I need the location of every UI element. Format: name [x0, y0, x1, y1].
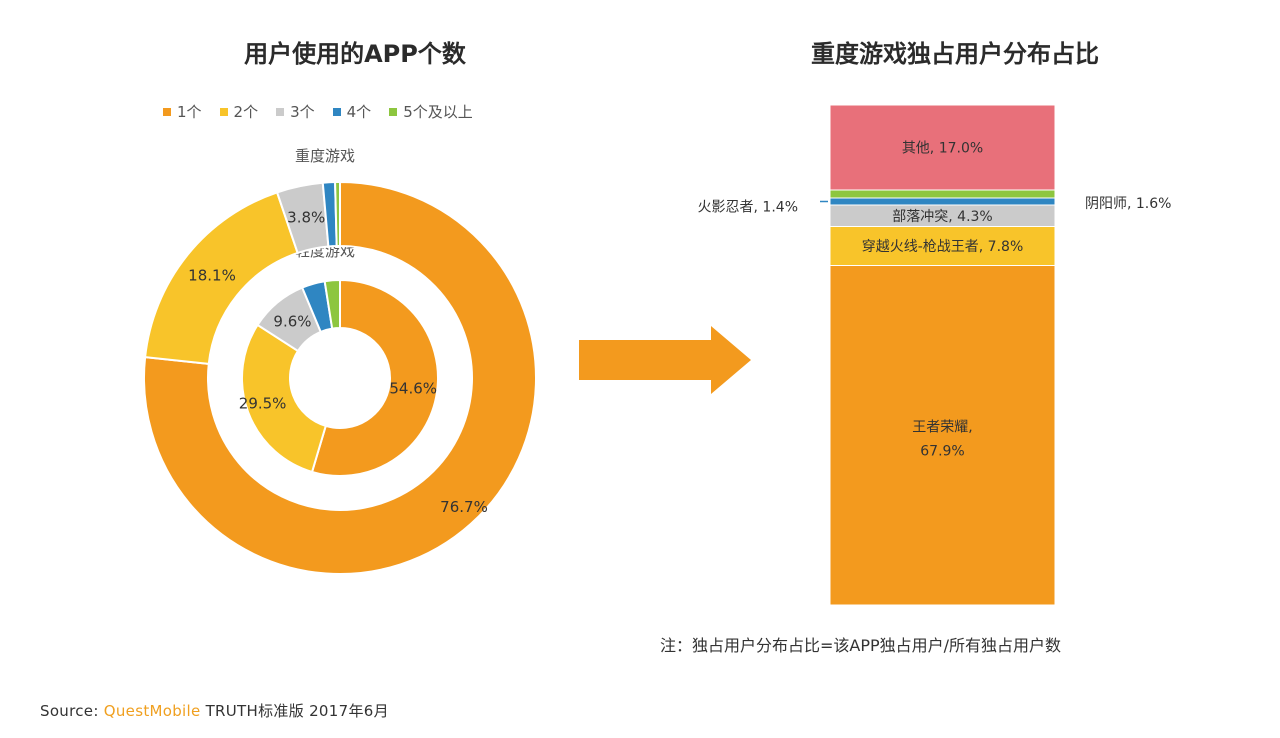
bar-segment [829, 197, 1056, 206]
stacked-bar-chart: 王者荣耀, 67.9% 穿越火线-枪战王者, 7.8% 部落冲突, 4.3% 火影忍者,… [698, 104, 1171, 606]
legend-label: 1个 [177, 103, 202, 121]
legend-label: 4个 [346, 103, 372, 121]
inner-ring-slice [310, 278, 439, 477]
bar-segment-callout-label: 火影忍者, 1.4% [698, 200, 798, 216]
legend-label: 5个及以上 [403, 103, 473, 121]
right-chart-title: 重度游戏独占用户分布占比 [811, 40, 1099, 68]
legend-swatch [276, 107, 285, 116]
outer-ring-slice [334, 180, 341, 248]
legend-swatch [163, 107, 171, 116]
legend-swatch [332, 107, 341, 116]
legend-item: 5个及以上 [389, 101, 473, 122]
legend: 1个 2个 3个 4个 5个及以上 [163, 101, 473, 122]
outer-ring-slice [143, 180, 537, 575]
legend-label: 3个 [290, 103, 315, 121]
bar-segment [829, 189, 1056, 199]
legend-swatch [389, 107, 398, 116]
legend-swatch [219, 107, 228, 116]
inner-ring-slice [241, 323, 327, 474]
bar-segment-value-label: 67.9% [920, 443, 964, 459]
outer-ring-value-label: 76.7% [440, 498, 488, 516]
source-rest: TRUTH标准版 2017年6月 [205, 702, 389, 720]
inner-ring-slice [323, 278, 341, 330]
legend-item: 3个 [276, 101, 315, 122]
source-label: Source: [40, 702, 99, 720]
inner-ring-value-label: 29.5% [239, 395, 287, 413]
bar-segment [829, 226, 1056, 266]
bar-segment [829, 104, 1056, 191]
outer-ring-label: 重度游戏 [295, 147, 356, 165]
bar-segment-label: 部落冲突, 4.3% [892, 209, 992, 225]
legend-item: 1个 [163, 101, 202, 122]
arrow-icon [579, 326, 751, 394]
source-line: Source: QuestMobile TRUTH标准版 2017年6月 [40, 700, 389, 721]
legend-label: 2个 [233, 103, 259, 121]
bar-segment-label: 穿越火线-枪战王者, 7.8% [862, 238, 1024, 255]
inner-ring-value-label: 9.6% [273, 312, 311, 330]
bar-segment [829, 265, 1056, 606]
donut-chart: 76.7% 18.1% 3.8% 54.6% 29.5% 9.6% [143, 180, 537, 575]
bar-segment-callout-label: 阴阳师, 1.6% [1085, 196, 1171, 212]
bar-segment-label: 其他, 17.0% [902, 141, 983, 157]
left-chart-title: 用户使用的APP个数 [244, 40, 466, 68]
chart-note: 注：独占用户分布占比=该APP独占用户/所有独占用户数 [660, 636, 1062, 655]
outer-ring-value-label: 18.1% [188, 266, 236, 284]
source-brand: QuestMobile [103, 702, 201, 720]
inner-ring-value-label: 54.6% [389, 380, 437, 398]
outer-ring-value-label: 3.8% [287, 209, 325, 227]
bar-segment-label: 王者荣耀, [912, 419, 972, 435]
legend-item: 4个 [332, 101, 372, 122]
legend-item: 2个 [219, 101, 259, 122]
